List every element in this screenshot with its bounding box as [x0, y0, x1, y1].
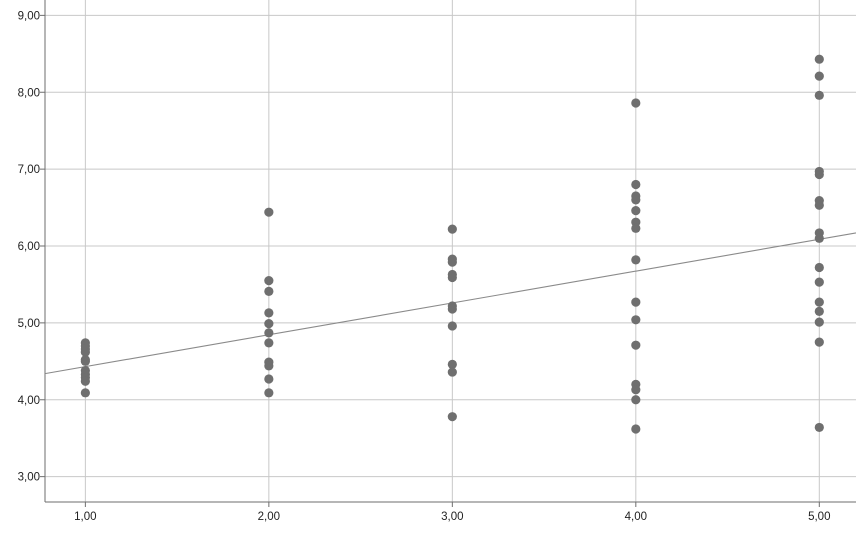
data-point — [447, 359, 457, 369]
x-tick-label: 4,00 — [625, 511, 647, 523]
gridlines — [45, 0, 856, 502]
axes — [40, 0, 856, 507]
x-tick-label: 5,00 — [808, 511, 830, 523]
data-point — [631, 255, 641, 265]
data-point — [264, 207, 274, 217]
data-point — [631, 340, 641, 350]
data-point — [447, 321, 457, 331]
y-tick-labels: 3,00 4,00 5,00 6,00 7,00 8,00 9,00 — [18, 10, 40, 483]
data-point — [80, 347, 90, 357]
data-point — [80, 388, 90, 398]
data-point — [80, 376, 90, 386]
data-point — [631, 424, 641, 434]
data-point — [447, 224, 457, 234]
y-tick-label: 5,00 — [18, 318, 40, 330]
data-point — [447, 272, 457, 283]
data-points — [80, 54, 824, 434]
data-point — [631, 395, 641, 405]
data-point — [447, 367, 457, 377]
data-point — [80, 356, 90, 366]
data-point — [814, 90, 824, 100]
x-tick-labels: 1,00 2,00 3,00 4,00 5,00 — [74, 511, 830, 523]
data-point — [264, 275, 274, 286]
data-point — [447, 257, 457, 267]
data-point — [814, 233, 824, 243]
y-tick-label: 8,00 — [18, 87, 40, 99]
y-tick-label: 9,00 — [18, 10, 40, 22]
data-point — [264, 374, 274, 384]
y-tick-label: 7,00 — [18, 164, 40, 176]
y-tick-label: 4,00 — [18, 395, 40, 407]
y-tick-label: 6,00 — [18, 241, 40, 253]
data-point — [631, 223, 641, 233]
data-point — [631, 315, 641, 325]
data-point — [814, 169, 824, 180]
data-point — [447, 304, 457, 314]
x-tick-label: 1,00 — [74, 511, 96, 523]
data-point — [814, 200, 824, 210]
data-point — [814, 317, 824, 327]
data-point — [631, 98, 641, 108]
data-point — [814, 71, 824, 81]
data-point — [814, 306, 824, 316]
data-point — [447, 412, 457, 422]
data-point — [814, 262, 824, 273]
data-point — [631, 297, 641, 307]
data-point — [631, 195, 641, 205]
x-tick-label: 2,00 — [258, 511, 280, 523]
data-point — [814, 54, 824, 64]
data-point — [631, 179, 641, 190]
data-point — [264, 361, 274, 371]
data-point — [814, 422, 824, 433]
data-point — [814, 337, 824, 347]
data-point — [814, 277, 824, 287]
data-point — [264, 338, 274, 348]
data-point — [264, 388, 274, 398]
data-point — [814, 297, 824, 307]
data-point — [264, 308, 274, 318]
x-tick-label: 3,00 — [441, 511, 463, 523]
data-point — [264, 319, 274, 329]
data-point — [264, 328, 274, 338]
data-point — [631, 385, 641, 395]
data-point — [631, 206, 641, 216]
data-point — [264, 286, 274, 296]
y-tick-label: 3,00 — [18, 472, 40, 484]
